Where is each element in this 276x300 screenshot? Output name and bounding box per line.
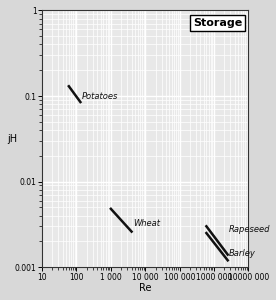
X-axis label: Re: Re: [139, 283, 152, 293]
Text: Barley: Barley: [228, 249, 255, 258]
Text: Rapeseed: Rapeseed: [228, 225, 270, 234]
Y-axis label: jH: jH: [7, 134, 17, 144]
Text: Storage: Storage: [193, 18, 242, 28]
Text: Potatoes: Potatoes: [81, 92, 118, 101]
Text: Wheat: Wheat: [133, 219, 160, 228]
